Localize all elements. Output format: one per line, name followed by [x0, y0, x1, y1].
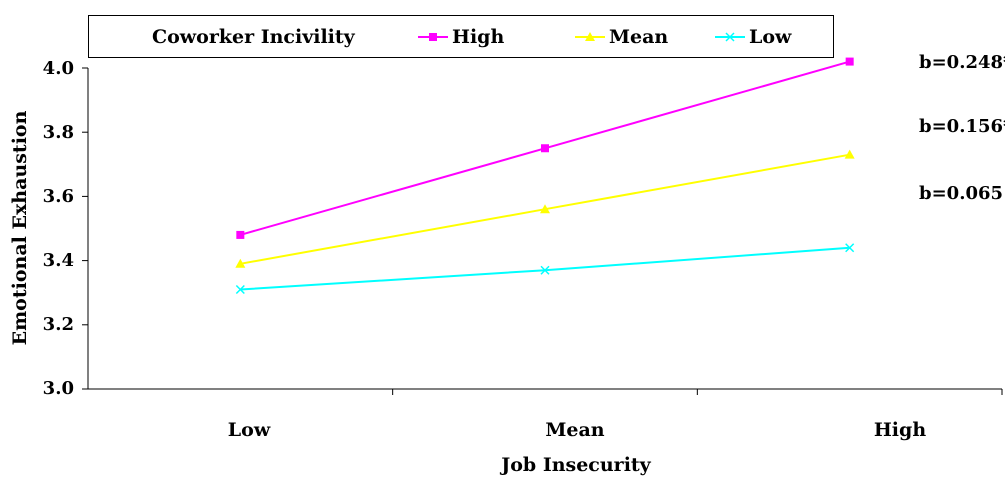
y-tick-label: 3.6	[42, 186, 74, 207]
chart-legend: Coworker Incivility High Mean Low	[88, 15, 834, 58]
data-point-high	[845, 57, 854, 66]
data-point-low	[235, 284, 245, 295]
legend-label-low: Low	[749, 26, 792, 48]
x-tick-label-mean: Mean	[545, 419, 605, 441]
y-tick-label: 3.0	[42, 378, 74, 399]
legend-label-mean: Mean	[609, 26, 669, 48]
data-point-mean	[235, 258, 246, 268]
legend-label-high: High	[452, 26, 505, 48]
slope-label-low: b=0.065	[919, 183, 1004, 204]
legend-swatch-high	[418, 33, 448, 41]
legend-swatch-low	[715, 32, 745, 42]
legend-swatch-mean	[575, 32, 605, 41]
data-point-low	[845, 243, 855, 253]
data-point-mean	[844, 149, 855, 159]
data-point-mean	[540, 204, 550, 214]
x-tick-label-low: Low	[227, 419, 271, 441]
data-point-high	[541, 144, 549, 153]
data-point-low	[540, 265, 550, 275]
x-axis-title: Job Insecurity	[501, 454, 651, 476]
y-tick-label: 3.8	[42, 122, 74, 143]
data-point-high	[236, 230, 245, 239]
y-tick-label: 3.2	[42, 314, 74, 335]
y-tick-label: 4.0	[42, 58, 74, 79]
legend-title: Coworker Incivility	[152, 26, 355, 48]
slope-label-mean: b=0.156*	[919, 116, 1005, 137]
x-tick-label-high: High	[873, 419, 927, 441]
slope-label-high: b=0.248*	[919, 52, 1005, 73]
series-line-low	[240, 246, 850, 291]
y-axis-title: Emotional Exhaustion	[9, 110, 31, 346]
y-tick-label: 3.4	[42, 250, 74, 271]
